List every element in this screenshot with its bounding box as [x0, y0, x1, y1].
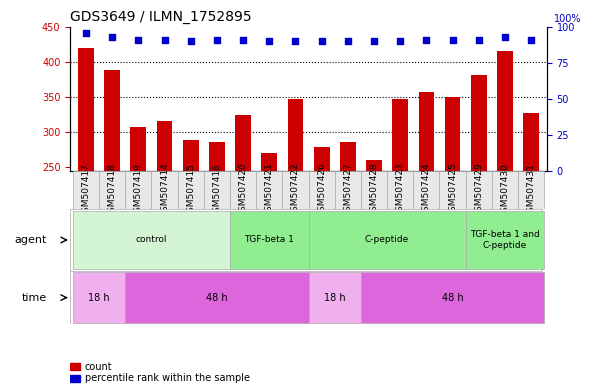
FancyBboxPatch shape: [309, 272, 361, 323]
Text: GSM507428: GSM507428: [370, 163, 379, 217]
Bar: [156, 121, 172, 171]
Text: GSM507421: GSM507421: [265, 163, 274, 217]
Point: [108, 34, 117, 40]
Bar: [70, 363, 80, 370]
FancyBboxPatch shape: [492, 171, 518, 209]
Text: C-peptide: C-peptide: [365, 235, 409, 245]
Point: [448, 37, 458, 43]
Text: GSM507420: GSM507420: [238, 163, 247, 217]
FancyBboxPatch shape: [178, 171, 204, 209]
Text: GSM507423: GSM507423: [396, 163, 404, 217]
FancyBboxPatch shape: [99, 171, 125, 209]
Text: 18 h: 18 h: [88, 293, 110, 303]
Text: control: control: [136, 235, 167, 245]
Bar: [288, 99, 303, 171]
FancyBboxPatch shape: [466, 171, 492, 209]
FancyBboxPatch shape: [439, 171, 466, 209]
Bar: [70, 375, 80, 382]
Bar: [104, 70, 120, 171]
Text: TGF-beta 1: TGF-beta 1: [244, 235, 295, 245]
Text: GSM507422: GSM507422: [291, 163, 300, 217]
Point: [316, 38, 326, 44]
Text: GSM507431: GSM507431: [527, 163, 536, 217]
FancyBboxPatch shape: [335, 171, 361, 209]
FancyBboxPatch shape: [309, 171, 335, 209]
FancyBboxPatch shape: [361, 272, 544, 323]
Bar: [78, 48, 94, 171]
Point: [369, 38, 379, 44]
Text: GSM507427: GSM507427: [343, 163, 353, 217]
Text: GSM507430: GSM507430: [500, 163, 510, 217]
Bar: [366, 161, 382, 171]
FancyBboxPatch shape: [73, 171, 99, 209]
Point: [526, 37, 536, 43]
Point: [500, 34, 510, 40]
Text: GSM507419: GSM507419: [134, 163, 143, 217]
Text: GSM507414: GSM507414: [160, 163, 169, 217]
Point: [395, 38, 405, 44]
FancyBboxPatch shape: [256, 171, 282, 209]
Point: [159, 37, 169, 43]
FancyBboxPatch shape: [413, 171, 439, 209]
Bar: [392, 99, 408, 171]
FancyBboxPatch shape: [309, 210, 466, 270]
FancyBboxPatch shape: [361, 171, 387, 209]
FancyBboxPatch shape: [518, 171, 544, 209]
FancyBboxPatch shape: [125, 171, 152, 209]
Text: GSM507425: GSM507425: [448, 163, 457, 217]
Text: GSM507418: GSM507418: [108, 163, 117, 217]
Bar: [262, 153, 277, 171]
Text: GSM507416: GSM507416: [213, 163, 221, 217]
Text: 18 h: 18 h: [324, 293, 346, 303]
FancyBboxPatch shape: [466, 210, 544, 270]
Text: time: time: [21, 293, 46, 303]
FancyBboxPatch shape: [73, 272, 125, 323]
Point: [265, 38, 274, 44]
FancyBboxPatch shape: [230, 210, 309, 270]
Bar: [314, 147, 329, 171]
Text: GSM507429: GSM507429: [474, 163, 483, 217]
Bar: [523, 113, 539, 171]
Text: 100%: 100%: [554, 14, 581, 24]
Point: [212, 37, 222, 43]
Text: GSM507424: GSM507424: [422, 163, 431, 217]
Text: 48 h: 48 h: [442, 293, 463, 303]
Text: GSM507417: GSM507417: [81, 163, 90, 217]
Bar: [445, 97, 461, 171]
Bar: [235, 115, 251, 171]
Bar: [131, 127, 146, 171]
Point: [186, 38, 196, 44]
Point: [474, 37, 484, 43]
Point: [81, 30, 91, 36]
Bar: [471, 75, 486, 171]
FancyBboxPatch shape: [230, 171, 256, 209]
Text: GDS3649 / ILMN_1752895: GDS3649 / ILMN_1752895: [70, 10, 252, 25]
Text: agent: agent: [14, 235, 46, 245]
Point: [422, 37, 431, 43]
Bar: [340, 142, 356, 171]
FancyBboxPatch shape: [204, 171, 230, 209]
Bar: [497, 51, 513, 171]
Text: GSM507415: GSM507415: [186, 163, 196, 217]
FancyBboxPatch shape: [73, 210, 230, 270]
FancyBboxPatch shape: [152, 171, 178, 209]
Text: TGF-beta 1 and
C-peptide: TGF-beta 1 and C-peptide: [470, 230, 540, 250]
Point: [343, 38, 353, 44]
Text: GSM507426: GSM507426: [317, 163, 326, 217]
Point: [133, 37, 143, 43]
FancyBboxPatch shape: [70, 271, 541, 324]
Bar: [419, 92, 434, 171]
Text: count: count: [84, 362, 112, 372]
FancyBboxPatch shape: [125, 272, 309, 323]
Point: [291, 38, 301, 44]
FancyBboxPatch shape: [70, 209, 541, 271]
Text: percentile rank within the sample: percentile rank within the sample: [84, 373, 249, 383]
Text: 48 h: 48 h: [206, 293, 228, 303]
FancyBboxPatch shape: [387, 171, 413, 209]
Bar: [209, 142, 225, 171]
Point: [238, 37, 248, 43]
Bar: [183, 140, 199, 171]
FancyBboxPatch shape: [282, 171, 309, 209]
